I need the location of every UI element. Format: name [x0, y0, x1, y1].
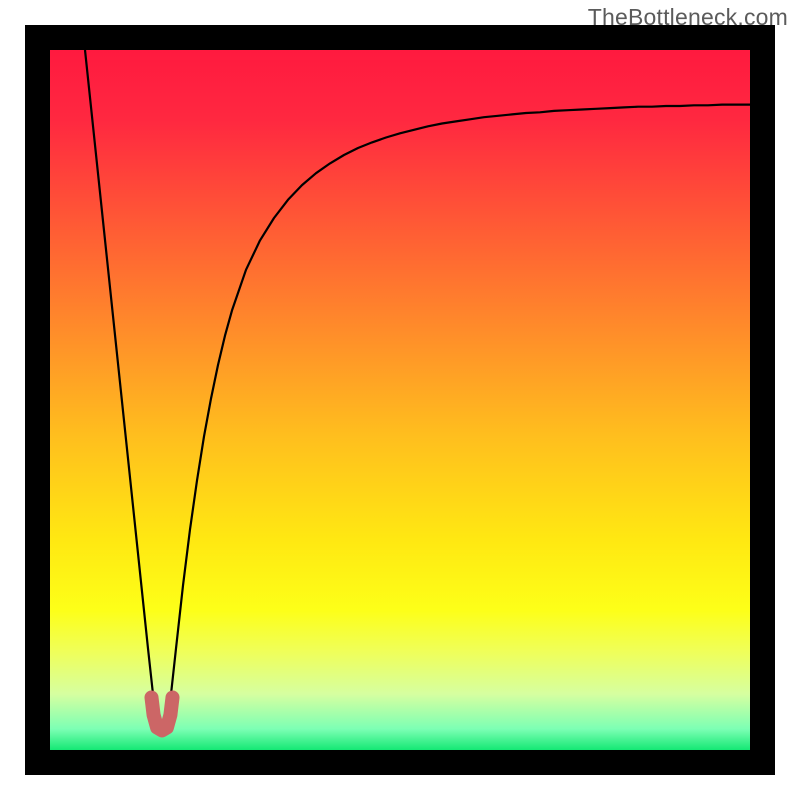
bottleneck-curve-chart — [0, 0, 800, 800]
watermark-text: TheBottleneck.com — [588, 4, 788, 31]
chart-container: TheBottleneck.com — [0, 0, 800, 800]
plot-gradient-background — [50, 50, 750, 750]
